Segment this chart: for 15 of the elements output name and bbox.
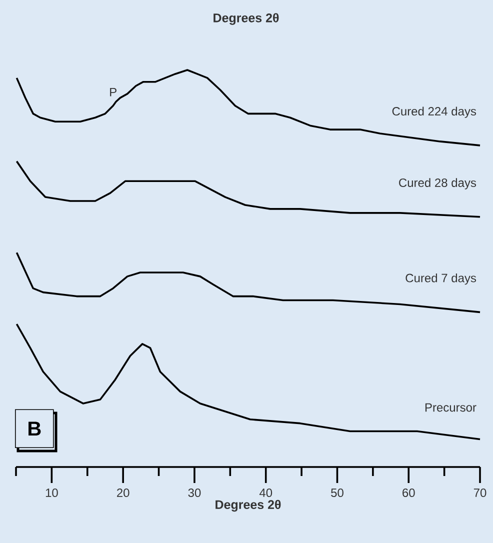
series-label: Precursor [425,403,476,412]
x-tick-label: 70 [474,488,486,498]
annotation: P [110,88,116,96]
x-tick-label: 50 [331,488,344,498]
x-tick-label: 60 [402,488,415,498]
series-label: Cured 7 days [406,273,476,285]
x-tick-label: 30 [188,488,201,498]
series-label: Cured 28 days [399,178,476,190]
series-label: Cured 224 days [392,106,476,118]
x-tick-label: 10 [46,488,58,498]
text: Degrees 2θ [214,13,279,25]
x-axis-title: Degrees 2θ [216,500,281,512]
x-tick-label: 40 [259,488,272,498]
annotation: B [28,422,41,436]
x-tick-label: 20 [117,488,130,498]
